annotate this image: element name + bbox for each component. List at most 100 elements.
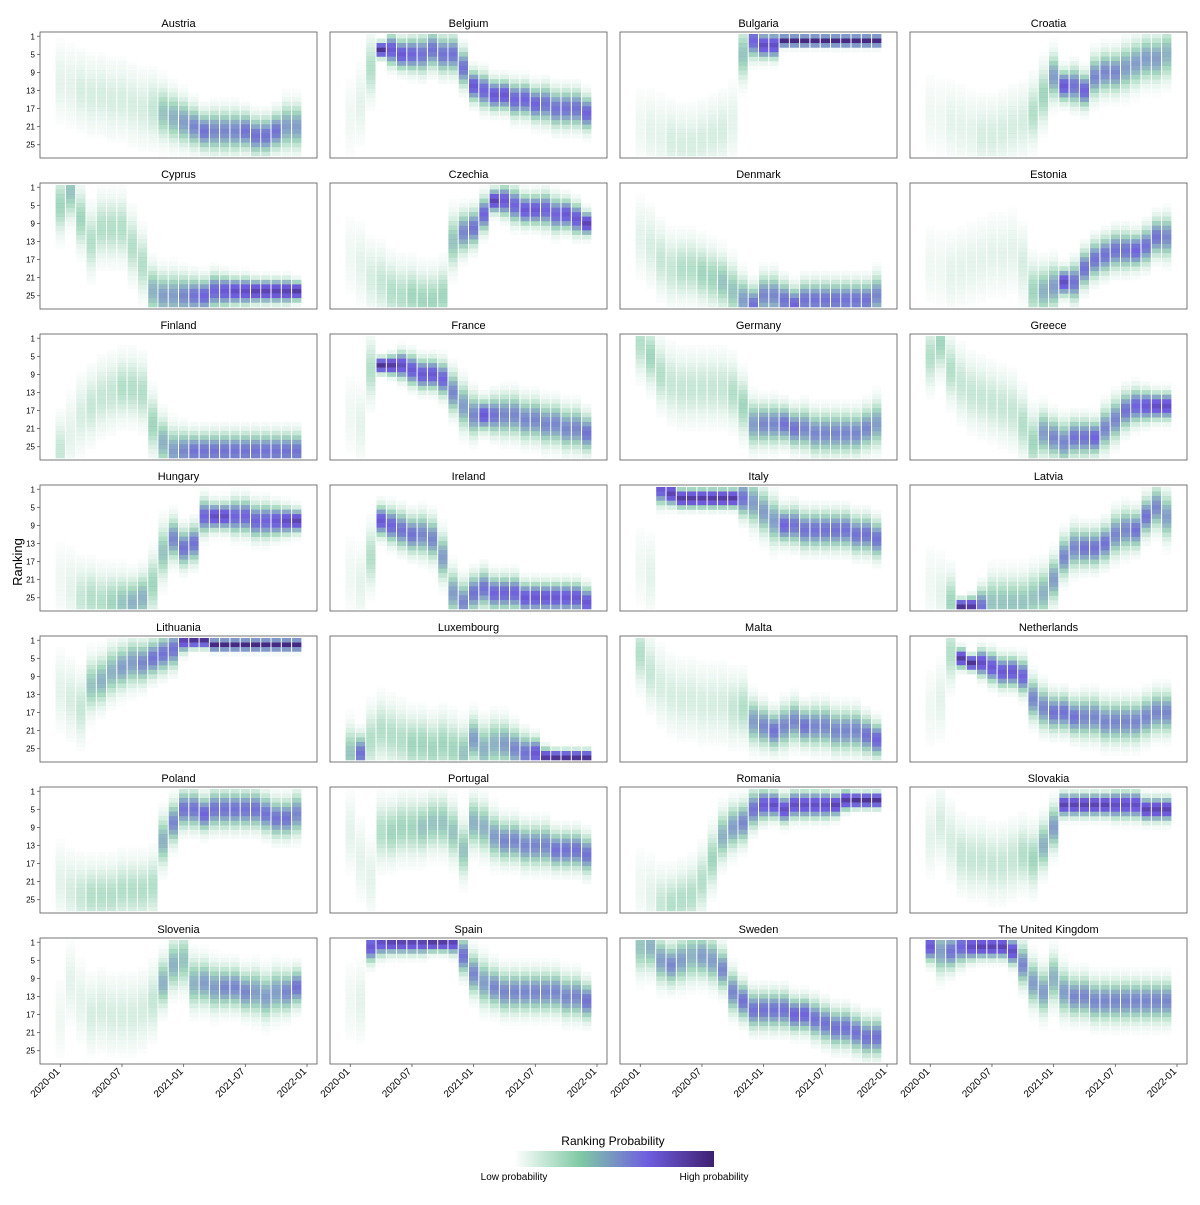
heat-cell [708,404,717,409]
heat-cell [926,102,935,107]
heat-cell [946,257,955,262]
heat-cell [469,386,478,391]
heat-cell [967,152,976,157]
heat-cell [831,541,840,546]
heat-cell [272,431,281,436]
heat-cell [500,115,509,120]
heat-cell [697,501,706,506]
heat-cell [282,152,291,157]
heat-cell [87,408,96,413]
heat-cell [469,399,478,404]
heat-cell [872,48,881,53]
heat-cell [169,550,178,555]
heat-cell [708,501,717,506]
heat-cell [687,377,696,382]
heat-cell [241,124,250,129]
heat-cell [977,413,986,418]
heat-cell [428,266,437,271]
heat-cell [1059,537,1068,542]
heat-cell [438,275,447,280]
heat-cell [1090,271,1099,276]
heat-cell [220,147,229,152]
heat-cell [1018,422,1027,427]
heat-cell [636,93,645,98]
heat-cell [179,532,188,537]
heat-cell [428,298,437,303]
heat-cell [479,422,488,427]
heat-cell [1008,142,1017,147]
heat-cell [158,408,167,413]
heat-cell [852,550,861,555]
heat-cell [977,605,986,610]
heat-cell [926,386,935,391]
heat-cell [76,372,85,377]
heat-cell [1059,271,1068,276]
heat-cell [926,564,935,569]
heat-cell [346,102,355,107]
heat-cell [987,138,996,143]
heat-cell [1039,124,1048,129]
heat-cell [821,541,830,546]
heat-cell [397,266,406,271]
heat-cell [220,537,229,542]
heat-cell [66,422,75,427]
heat-cell [1059,586,1068,591]
heat-cell [459,79,468,84]
heat-cell [1152,253,1161,258]
heat-cell [428,395,437,400]
heat-cell [459,88,468,93]
heat-cell [1152,84,1161,89]
heat-cell [987,280,996,285]
heat-cell [1111,386,1120,391]
heat-cell [158,573,167,578]
heat-cell [500,386,509,391]
heat-cell [656,395,665,400]
heat-cell [66,48,75,53]
heat-cell [646,138,655,143]
heat-cell [169,505,178,510]
heat-cell [179,431,188,436]
heat-cell [387,34,396,39]
heat-cell [749,444,758,449]
heat-cell [428,381,437,386]
heat-cell [210,532,219,537]
heat-cell [128,93,137,98]
heat-cell [469,239,478,244]
heat-cell [852,510,861,515]
heat-cell [697,133,706,138]
heat-cell [551,595,560,600]
heat-cell [128,235,137,240]
heat-cell [1121,102,1130,107]
heat-cell [138,591,147,596]
heat-cell [346,239,355,244]
heat-cell [656,372,665,377]
heat-cell [1008,111,1017,116]
heat-cell [66,194,75,199]
heat-cell [1018,239,1027,244]
heat-cell [667,226,676,231]
heat-cell [356,605,365,610]
heat-cell [1090,280,1099,285]
heat-cell [977,226,986,231]
heat-cell [531,106,540,111]
heat-cell [551,422,560,427]
heat-cell [646,280,655,285]
heat-cell [987,368,996,373]
heat-cell [448,253,457,258]
heat-cell [56,194,65,199]
heat-cell [200,142,209,147]
heat-cell [646,537,655,542]
heat-cell [957,284,966,289]
heat-cell [541,605,550,610]
heat-cell [957,417,966,422]
heat-cell [138,408,147,413]
heat-cell [759,404,768,409]
heat-cell [697,115,706,120]
heat-cell [56,120,65,125]
heat-cell [356,422,365,427]
heat-cell [967,280,976,285]
heat-cell [169,541,178,546]
heat-cell [759,510,768,515]
heat-cell [148,404,157,409]
heat-cell [1028,75,1037,80]
